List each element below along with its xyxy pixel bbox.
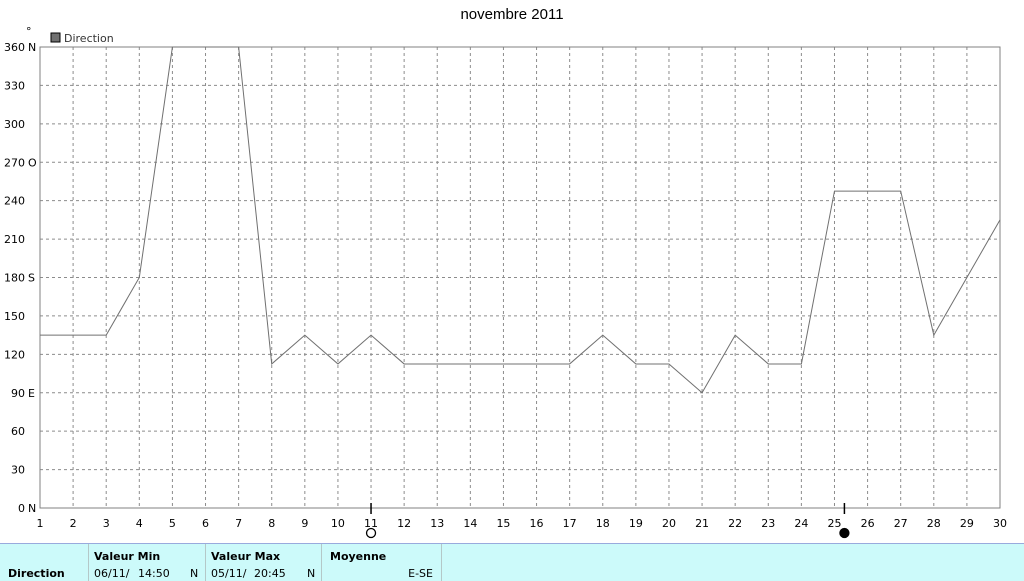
grid bbox=[40, 47, 1000, 508]
x-tick-label: 11 bbox=[364, 517, 378, 530]
x-tick-label: 25 bbox=[827, 517, 841, 530]
x-tick-label: 20 bbox=[662, 517, 676, 530]
x-tick-label: 15 bbox=[496, 517, 510, 530]
y-tick-label: 270 bbox=[4, 156, 25, 169]
x-tick-label: 13 bbox=[430, 517, 444, 530]
x-tick-label: 21 bbox=[695, 517, 709, 530]
x-tick-label: 9 bbox=[301, 517, 308, 530]
x-tick-label: 28 bbox=[927, 517, 941, 530]
x-axis: 1 2 3 4 5 6 7 8 9 10 11 12 13 14 15 16 17 18 19 20 21 22 23 24 2… bbox=[37, 517, 1008, 530]
legend-label: Direction bbox=[64, 32, 114, 45]
x-tick-label: 14 bbox=[463, 517, 477, 530]
stats-max-header: Valeur Max bbox=[211, 550, 281, 563]
x-tick-label: 24 bbox=[794, 517, 808, 530]
stats-max-time: 20:45 bbox=[254, 567, 286, 580]
y-tick-label: 0 bbox=[18, 502, 25, 515]
x-tick-label: 1 bbox=[37, 517, 44, 530]
x-tick-label: 12 bbox=[397, 517, 411, 530]
x-tick-label: 5 bbox=[169, 517, 176, 530]
x-tick-label: 27 bbox=[894, 517, 908, 530]
y-tick-label: 30 bbox=[11, 464, 25, 477]
y-tick-label: 240 bbox=[4, 195, 25, 208]
x-tick-label: 8 bbox=[268, 517, 275, 530]
y-tick-label: 360 bbox=[4, 41, 25, 54]
x-tick-label: 3 bbox=[103, 517, 110, 530]
stats-max-value: N bbox=[307, 567, 316, 580]
new-moon-icon bbox=[839, 527, 850, 539]
stats-avg-header: Moyenne bbox=[330, 550, 387, 563]
x-tick-label: 7 bbox=[235, 517, 242, 530]
x-tick-label: 26 bbox=[861, 517, 875, 530]
x-tick-label: 18 bbox=[596, 517, 610, 530]
y-tick-label: 120 bbox=[4, 348, 25, 361]
y-tick-label: 150 bbox=[4, 310, 25, 323]
stats-row-label-cell: Direction bbox=[0, 544, 89, 581]
x-tick-label: 22 bbox=[728, 517, 742, 530]
chart-title: novembre 2011 bbox=[460, 6, 564, 23]
x-tick-label: 2 bbox=[70, 517, 77, 530]
x-tick-label: 29 bbox=[960, 517, 974, 530]
x-tick-label: 6 bbox=[202, 517, 209, 530]
moon-markers bbox=[365, 503, 850, 539]
y-tick-label: 210 bbox=[4, 233, 25, 246]
x-tick-label: 30 bbox=[993, 517, 1007, 530]
stats-min-date: 06/11/ bbox=[94, 567, 130, 580]
stats-max-date: 05/11/ bbox=[211, 567, 247, 580]
y-compass-label: E bbox=[28, 387, 35, 400]
y-compass-label: S bbox=[28, 272, 35, 285]
x-tick-label: 17 bbox=[563, 517, 577, 530]
stats-min-header: Valeur Min bbox=[94, 550, 161, 563]
stats-row-label: Direction bbox=[8, 567, 65, 580]
x-tick-label: 4 bbox=[136, 517, 143, 530]
series bbox=[40, 46, 1001, 394]
legend-swatch bbox=[50, 32, 61, 43]
series-line-direction bbox=[40, 46, 1001, 394]
y-compass-label: N bbox=[28, 41, 36, 54]
stats-max-cell: Valeur Max 05/11/ 20:45 N bbox=[206, 544, 322, 581]
direction-chart: 0306090120150180210240270300330360NESON … bbox=[4, 25, 1008, 539]
x-tick-label: 23 bbox=[761, 517, 775, 530]
stats-min-cell: Valeur Min 06/11/ 14:50 N bbox=[89, 544, 206, 581]
stats-avg-value: E-SE bbox=[408, 567, 433, 580]
x-tick-label: 19 bbox=[629, 517, 643, 530]
stats-min-time: 14:50 bbox=[138, 567, 170, 580]
y-tick-label: 180 bbox=[4, 272, 25, 285]
y-tick-label: 300 bbox=[4, 118, 25, 131]
stats-panel: Direction Valeur Min 06/11/ 14:50 N Vale… bbox=[0, 543, 1024, 581]
y-compass-label: N bbox=[28, 502, 36, 515]
y-tick-label: 90 bbox=[11, 387, 25, 400]
y-axis-unit: ° bbox=[26, 25, 32, 38]
full-moon-icon bbox=[365, 527, 377, 539]
plot-frame bbox=[39, 46, 1001, 509]
legend[interactable]: Direction bbox=[50, 32, 114, 45]
y-tick-label: 60 bbox=[11, 425, 25, 438]
stats-avg-cell: Moyenne E-SE bbox=[322, 544, 442, 581]
y-tick-label: 330 bbox=[4, 79, 25, 92]
stats-min-value: N bbox=[190, 567, 199, 580]
x-tick-label: 10 bbox=[331, 517, 345, 530]
x-tick-label: 16 bbox=[530, 517, 544, 530]
y-compass-label: O bbox=[28, 156, 37, 169]
